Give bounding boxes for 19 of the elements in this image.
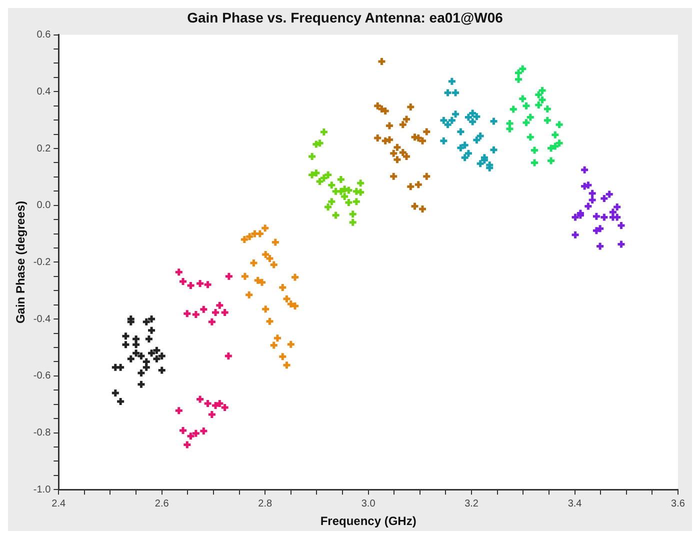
y-tick-label: -0.8	[33, 428, 52, 438]
x-tick-label: 3.4	[568, 498, 582, 510]
y-tick-label: 0.6	[36, 30, 52, 41]
x-axis-title: Frequency (GHz)	[320, 514, 416, 528]
y-tick-label: -0.2	[33, 256, 52, 268]
x-tick-label: 2.6	[154, 498, 170, 510]
y-tick-label: -0.6	[33, 370, 52, 382]
y-tick-label: -1.0	[33, 484, 52, 496]
y-tick-label: 0.2	[36, 143, 52, 154]
x-tick-label: 3.0	[361, 498, 376, 510]
x-tick-label: 2.4	[52, 498, 66, 510]
x-tick-label: 3.2	[464, 498, 479, 510]
y-tick-label: 0.0	[36, 200, 52, 212]
chart-title: Gain Phase vs. Frequency Antenna: ea01@W06	[187, 9, 504, 26]
y-tick-label: -0.4	[33, 314, 52, 325]
x-tick-label: 3.6	[671, 498, 686, 510]
y-tick-label: 0.4	[36, 86, 52, 98]
x-tick-label: 2.8	[258, 498, 272, 510]
y-axis-title: Gain Phase (degrees)	[14, 200, 28, 324]
